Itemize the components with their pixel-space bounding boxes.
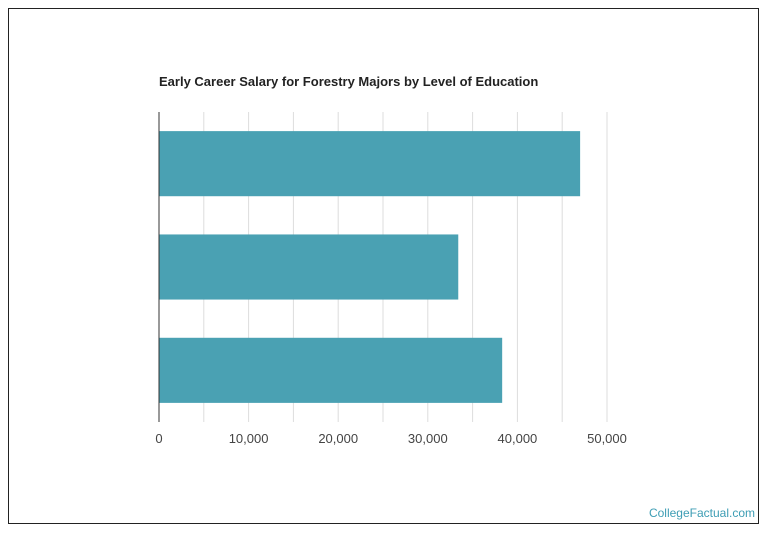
x-tick-label: 50,000	[587, 431, 627, 446]
bars	[159, 131, 581, 403]
x-tick-label: 30,000	[408, 431, 448, 446]
bar-2[interactable]	[159, 234, 459, 300]
x-tick-label: 40,000	[498, 431, 538, 446]
x-tick-labels: 0 10,000 20,000 30,000 40,000 50,000	[155, 431, 627, 446]
x-tick-label: 20,000	[318, 431, 358, 446]
x-tick-label: 10,000	[229, 431, 269, 446]
chart-title: Early Career Salary for Forestry Majors …	[159, 74, 539, 89]
watermark[interactable]: CollegeFactual.com	[648, 506, 755, 520]
bar-3[interactable]	[159, 337, 503, 403]
x-tick-label: 0	[155, 431, 162, 446]
bar-1[interactable]	[159, 131, 581, 197]
